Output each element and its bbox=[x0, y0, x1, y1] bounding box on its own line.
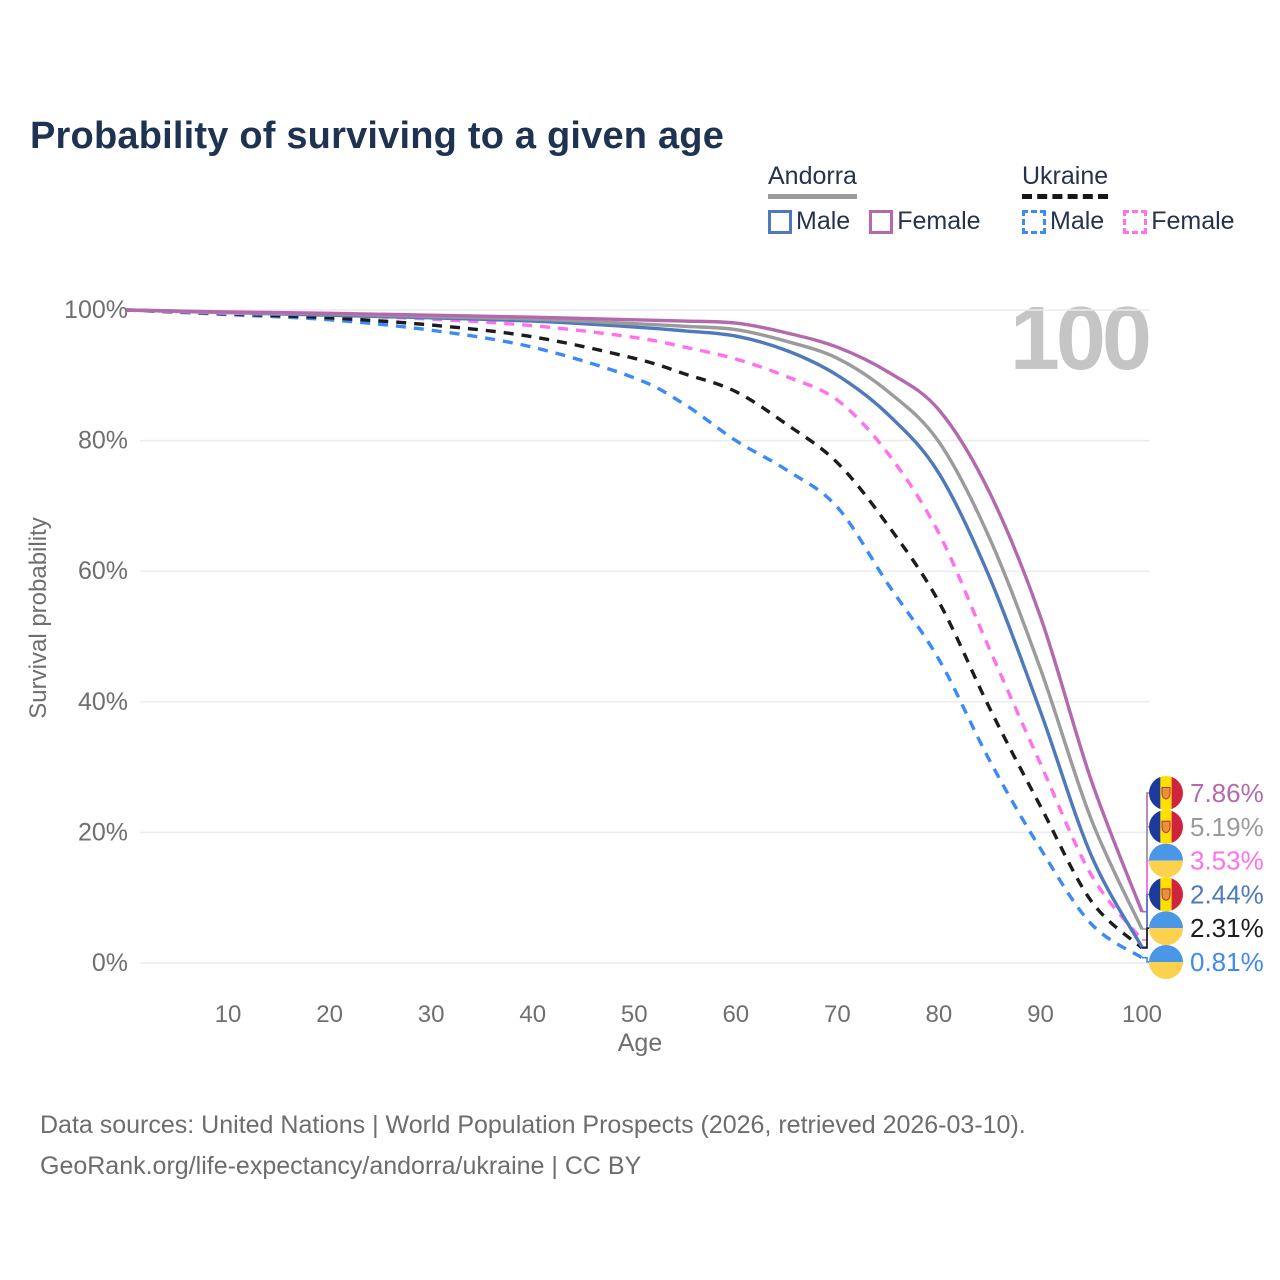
y-tick-40: 40% bbox=[78, 688, 128, 716]
y-tick-80: 80% bbox=[78, 427, 128, 455]
legend-country-ukraine: Ukraine bbox=[1022, 162, 1109, 199]
curve-ukraine-male[interactable] bbox=[126, 308, 1143, 960]
x-axis-title: Age bbox=[618, 1029, 662, 1057]
andorra-flag-icon bbox=[1149, 877, 1183, 912]
end-label-ukraine-male: 0.81% bbox=[1190, 947, 1264, 977]
end-label-ukraine-combined: 2.31% bbox=[1190, 913, 1264, 943]
footer-attribution-line: GeoRank.org/life-expectancy/andorra/ukra… bbox=[40, 1152, 642, 1180]
andorra-flag-icon bbox=[1149, 776, 1183, 810]
curve-andorra-combined[interactable] bbox=[126, 308, 1144, 930]
end-label-ukraine-female: 3.53% bbox=[1190, 846, 1264, 876]
legend-label: Female bbox=[1151, 207, 1235, 235]
x-tick-100: 100 bbox=[1122, 1001, 1162, 1028]
legend-swatch-ukraine-male[interactable] bbox=[1022, 209, 1046, 234]
legend-group-ukraine: Ukraine Male Female bbox=[1022, 162, 1235, 236]
x-tick-70: 70 bbox=[824, 1001, 851, 1028]
legend-country-andorra: Andorra bbox=[768, 162, 857, 199]
legend-row-ukraine: Male Female bbox=[1022, 207, 1235, 236]
end-label-andorra-combined: 5.19% bbox=[1190, 812, 1264, 842]
x-tick-10: 10 bbox=[215, 1001, 242, 1028]
y-axis-title: Survival probability bbox=[25, 517, 52, 718]
end-connector-ukraine-combined bbox=[1142, 927, 1150, 949]
legend-item-andorra-female[interactable]: Female bbox=[869, 207, 981, 236]
x-tick-30: 30 bbox=[418, 1001, 445, 1028]
x-tick-90: 90 bbox=[1027, 1001, 1054, 1028]
x-tick-40: 40 bbox=[519, 1001, 546, 1028]
x-tick-80: 80 bbox=[926, 1001, 953, 1028]
footer: Data sources: United Nations | World Pop… bbox=[40, 1105, 1026, 1187]
legend-label: Female bbox=[897, 207, 981, 235]
end-label-andorra-female: 7.86% bbox=[1190, 778, 1264, 808]
ukraine-flag-icon bbox=[1149, 911, 1183, 946]
curve-ukraine-combined[interactable] bbox=[126, 308, 1144, 950]
legend: Andorra Male Female Ukraine Male Female bbox=[0, 0, 1280, 260]
legend-swatch-andorra-male[interactable] bbox=[768, 209, 792, 234]
legend-swatch-ukraine-female[interactable] bbox=[1123, 209, 1148, 234]
legend-item-andorra-male[interactable]: Male bbox=[768, 207, 850, 236]
y-tick-60: 60% bbox=[78, 557, 128, 585]
legend-item-ukraine-male[interactable]: Male bbox=[1022, 207, 1104, 236]
legend-swatch-andorra-female[interactable] bbox=[869, 209, 894, 234]
andorra-flag-icon bbox=[1149, 809, 1183, 844]
curve-andorra-female[interactable] bbox=[126, 308, 1144, 913]
x-tick-20: 20 bbox=[316, 1001, 343, 1028]
end-connector-andorra-combined bbox=[1142, 826, 1150, 930]
ukraine-flag-icon bbox=[1149, 945, 1183, 979]
end-connector-andorra-male bbox=[1142, 893, 1150, 948]
curve-andorra-male[interactable] bbox=[126, 308, 1144, 948]
y-tick-100: 100% bbox=[64, 296, 128, 324]
legend-label: Male bbox=[796, 207, 851, 235]
page-title: Probability of surviving to a given age bbox=[30, 115, 725, 158]
end-label-andorra-male: 2.44% bbox=[1190, 879, 1264, 909]
y-tick-20: 20% bbox=[78, 818, 128, 846]
x-tick-50: 50 bbox=[621, 1001, 648, 1028]
legend-item-ukraine-female[interactable]: Female bbox=[1123, 207, 1235, 236]
legend-label: Male bbox=[1050, 207, 1105, 235]
y-tick-0: 0% bbox=[92, 949, 128, 977]
age-watermark: 100 bbox=[1009, 289, 1152, 389]
end-connector-ukraine-male bbox=[1142, 956, 1150, 963]
footer-sources-line: Data sources: United Nations | World Pop… bbox=[40, 1111, 1026, 1139]
legend-row-andorra: Male Female bbox=[768, 207, 981, 236]
curve-ukraine-female[interactable] bbox=[126, 308, 1144, 941]
legend-group-andorra: Andorra Male Female bbox=[768, 162, 981, 236]
ukraine-flag-icon bbox=[1149, 843, 1183, 878]
x-tick-60: 60 bbox=[722, 1001, 749, 1028]
